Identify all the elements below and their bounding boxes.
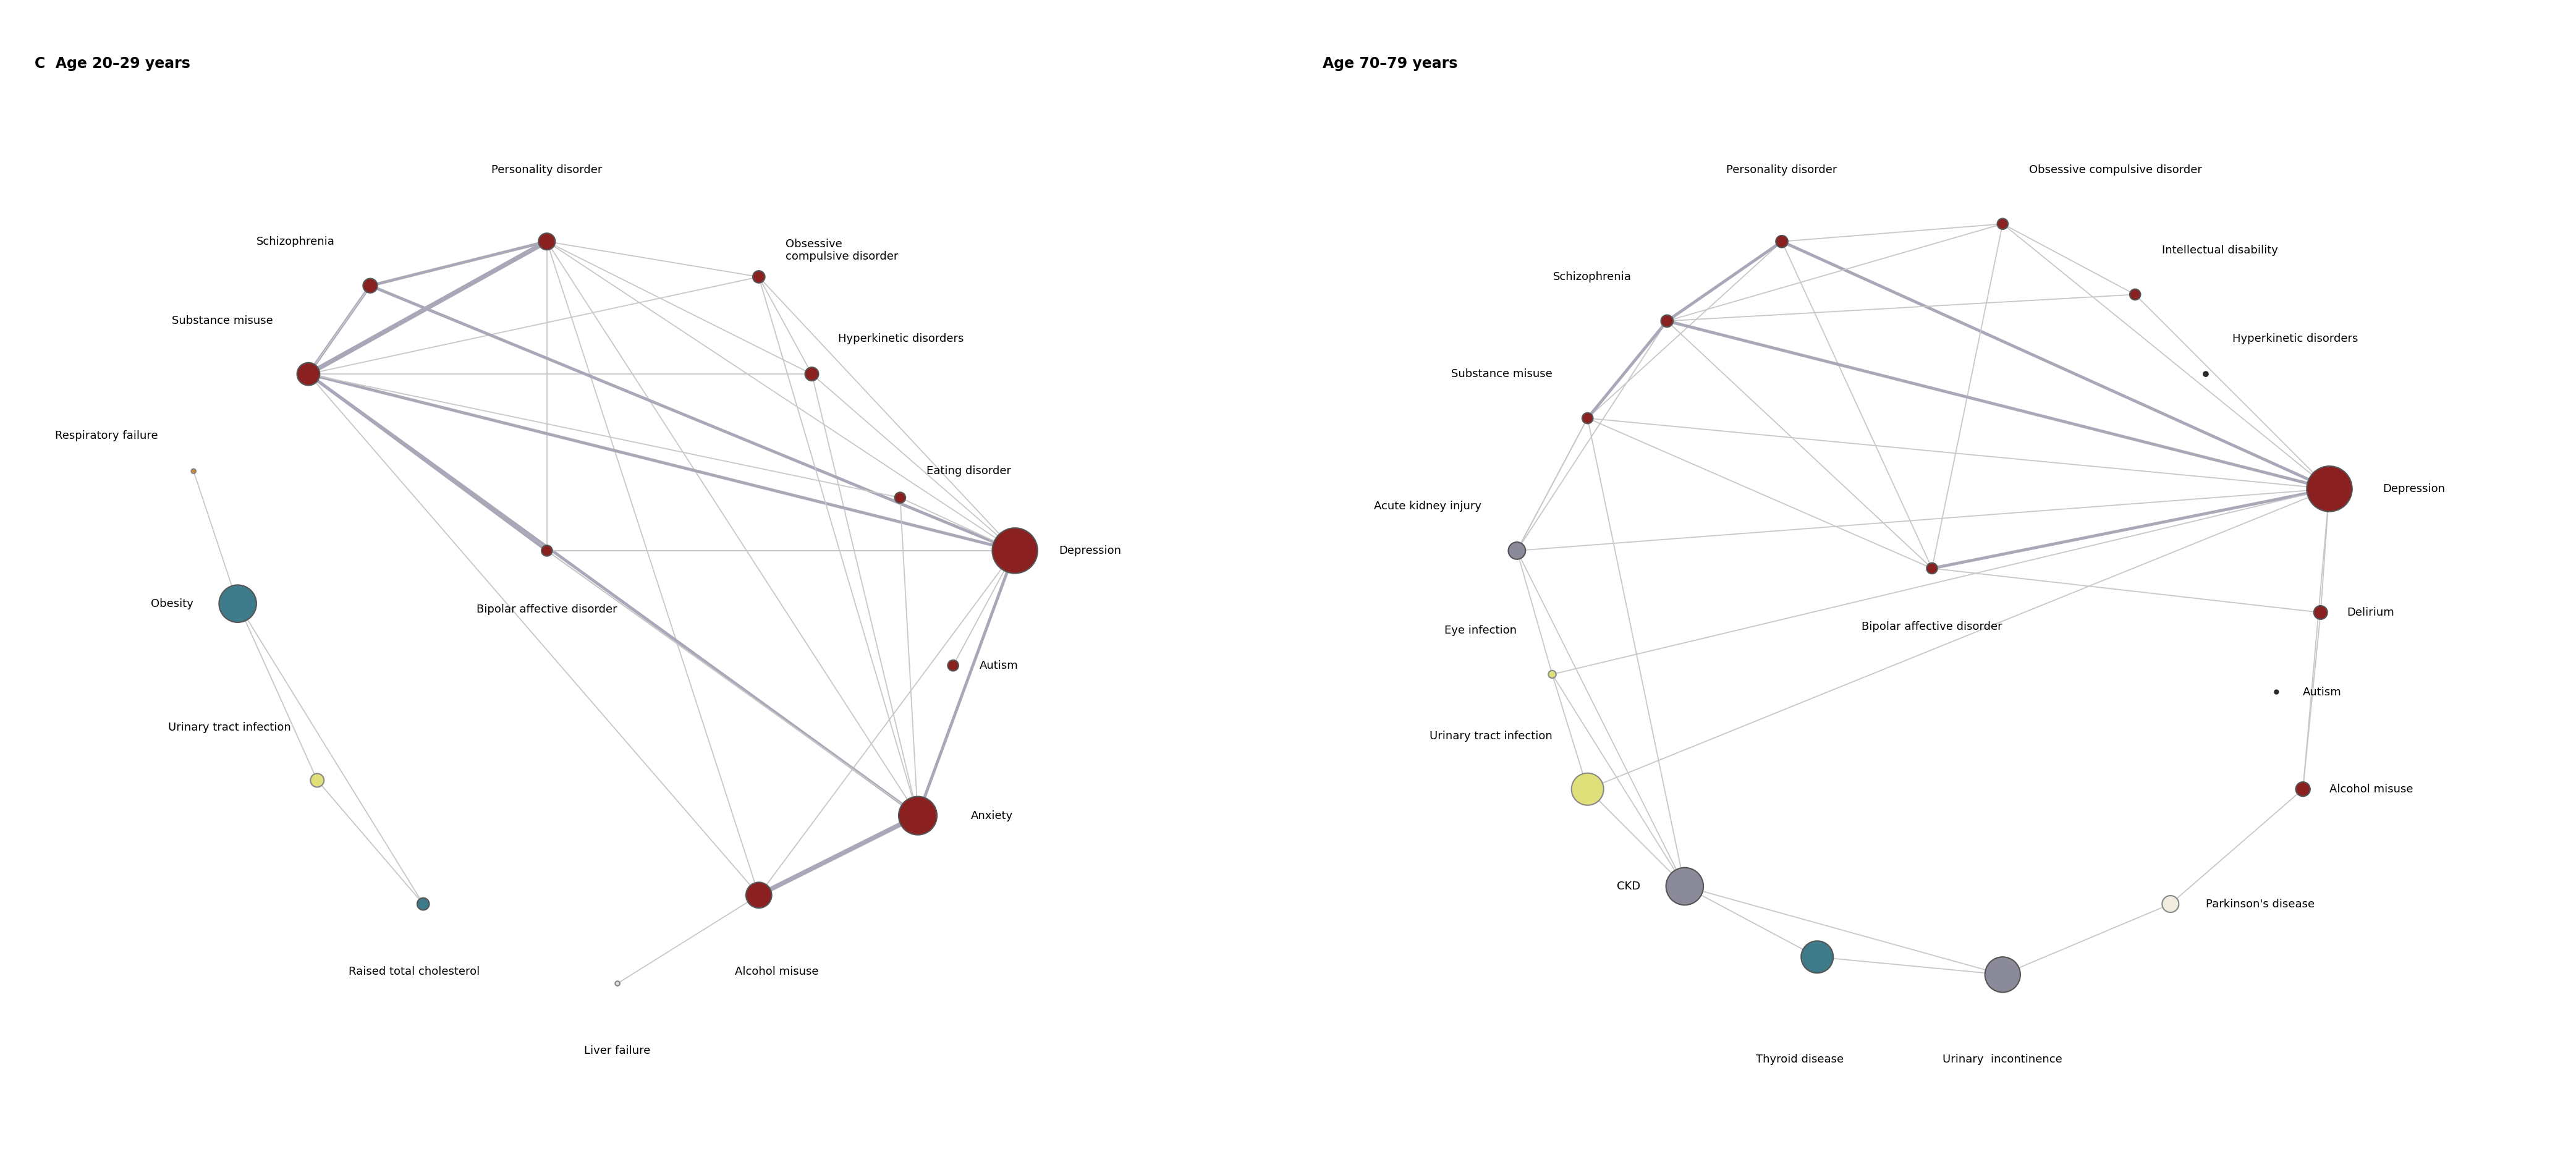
Point	[1981, 215, 2022, 234]
Text: C  Age 20–29 years: C Age 20–29 years	[33, 56, 191, 70]
Text: Obsessive compulsive disorder: Obsessive compulsive disorder	[2030, 165, 2202, 175]
Text: Depression: Depression	[1059, 545, 1121, 556]
Point	[2282, 780, 2324, 799]
Point	[1664, 877, 1705, 895]
Text: Delirium: Delirium	[2347, 607, 2396, 618]
Text: Intellectual disability: Intellectual disability	[2161, 244, 2277, 256]
Text: CKD: CKD	[1618, 881, 1641, 892]
Point	[173, 462, 214, 481]
Text: Alcohol misuse: Alcohol misuse	[734, 966, 819, 976]
Text: Liver failure: Liver failure	[585, 1046, 652, 1056]
Point	[1566, 409, 1607, 428]
Point	[526, 542, 567, 560]
Point	[402, 894, 443, 913]
Text: Autism: Autism	[979, 660, 1018, 671]
Point	[1911, 559, 1953, 578]
Point	[896, 806, 938, 825]
Point	[598, 974, 639, 993]
Point	[1762, 233, 1803, 251]
Point	[216, 595, 258, 613]
Point	[739, 886, 781, 905]
Point	[289, 364, 330, 383]
Point	[1533, 665, 1574, 684]
Point	[1981, 965, 2022, 983]
Point	[994, 542, 1036, 560]
Text: Bipolar affective disorder: Bipolar affective disorder	[1862, 622, 2002, 632]
Point	[2257, 683, 2298, 701]
Text: Eating disorder: Eating disorder	[927, 465, 1012, 477]
Text: Alcohol misuse: Alcohol misuse	[2329, 784, 2414, 794]
Text: Hyperkinetic disorders: Hyperkinetic disorders	[2233, 334, 2357, 344]
Text: Obsessive
compulsive disorder: Obsessive compulsive disorder	[786, 239, 899, 262]
Point	[739, 268, 781, 287]
Text: Schizophrenia: Schizophrenia	[258, 236, 335, 247]
Point	[878, 489, 920, 508]
Text: Bipolar affective disorder: Bipolar affective disorder	[477, 604, 618, 615]
Point	[2308, 479, 2349, 498]
Text: Urinary tract infection: Urinary tract infection	[167, 721, 291, 733]
Text: Substance misuse: Substance misuse	[1450, 369, 1553, 380]
Text: Parkinson's disease: Parkinson's disease	[2205, 899, 2316, 909]
Text: Autism: Autism	[2303, 686, 2342, 698]
Text: Urinary tract infection: Urinary tract infection	[1430, 731, 1553, 741]
Point	[1795, 947, 1837, 966]
Text: Raised total cholesterol: Raised total cholesterol	[348, 966, 479, 976]
Text: Eye infection: Eye infection	[1445, 625, 1517, 636]
Text: Depression: Depression	[2383, 483, 2445, 495]
Point	[350, 276, 392, 295]
Text: Acute kidney injury: Acute kidney injury	[1373, 501, 1481, 512]
Text: Schizophrenia: Schizophrenia	[1553, 271, 1631, 282]
Point	[1497, 542, 1538, 560]
Point	[933, 656, 974, 674]
Text: Hyperkinetic disorders: Hyperkinetic disorders	[837, 334, 963, 344]
Text: Anxiety: Anxiety	[971, 810, 1012, 821]
Point	[791, 364, 832, 383]
Text: Thyroid disease: Thyroid disease	[1757, 1054, 1844, 1066]
Point	[296, 771, 337, 790]
Text: Personality disorder: Personality disorder	[1726, 165, 1837, 175]
Text: Obesity: Obesity	[152, 598, 193, 609]
Point	[2300, 603, 2342, 622]
Point	[2184, 364, 2226, 383]
Text: Substance misuse: Substance misuse	[173, 315, 273, 327]
Point	[1646, 311, 1687, 330]
Point	[2115, 286, 2156, 304]
Point	[2151, 894, 2192, 913]
Text: Urinary  incontinence: Urinary incontinence	[1942, 1054, 2063, 1066]
Text: Age 70–79 years: Age 70–79 years	[1321, 56, 1458, 70]
Text: Personality disorder: Personality disorder	[492, 165, 603, 175]
Point	[1566, 780, 1607, 799]
Point	[526, 233, 567, 251]
Text: Respiratory failure: Respiratory failure	[54, 430, 157, 442]
